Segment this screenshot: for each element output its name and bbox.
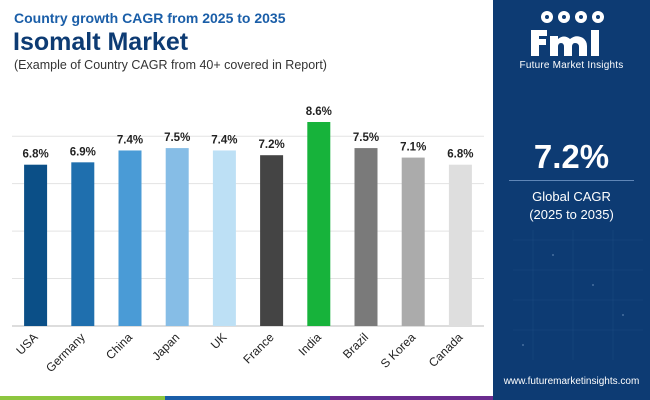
panel-grid-pattern [513, 230, 643, 360]
bar-brazil [354, 148, 378, 326]
bar-china [118, 150, 142, 326]
bar-usa [24, 164, 48, 326]
x-tick-label: Canada [426, 330, 466, 370]
x-tick-label: UK [208, 330, 230, 352]
chart-title: Isomalt Market [13, 28, 189, 56]
data-label: 6.9% [70, 146, 96, 158]
bar-india [307, 122, 331, 326]
strip-segment-3 [330, 396, 493, 400]
bar-s-korea [401, 157, 425, 326]
bar-france [260, 155, 284, 326]
fmi-logo-icon [530, 11, 604, 56]
global-cagr-label: Global CAGR (2025 to 2035) [493, 188, 650, 224]
website-url[interactable]: www.futuremarketinsights.com [503, 376, 640, 387]
x-tick-label: France [240, 330, 277, 367]
data-label: 6.8% [447, 149, 473, 161]
chart-note: (Example of Country CAGR from 40+ covere… [14, 58, 327, 72]
data-label: 7.2% [258, 139, 284, 151]
x-tick-label: USA [13, 330, 40, 357]
bar-canada [448, 164, 472, 326]
fmi-logo: Future Market Insights [493, 8, 650, 71]
global-cagr-label-line1: Global CAGR [532, 189, 611, 204]
strip-segment-2 [165, 396, 330, 400]
bar-chart: 6.8% USA 6.9% Germany 7.4% China 7.5% Japan 7.4%… [12, 106, 484, 375]
x-tick-label: Japan [149, 330, 182, 363]
data-label: 7.5% [353, 132, 379, 144]
global-cagr-label-line2: (2025 to 2035) [529, 207, 614, 222]
strip-segment-4 [493, 396, 650, 400]
data-label: 7.5% [164, 132, 190, 144]
x-tick-label: China [103, 330, 135, 362]
data-label: 7.4% [211, 134, 237, 146]
logo-text: Future Market Insights [519, 60, 624, 71]
global-cagr-value: 7.2% [533, 138, 610, 175]
bar-germany [71, 162, 95, 326]
chart-subtitle: Country growth CAGR from 2025 to 2035 [14, 10, 286, 26]
data-label: 8.6% [306, 106, 332, 118]
x-tick-label: S Korea [378, 330, 419, 371]
x-tick-label: Germany [43, 330, 88, 375]
data-label: 6.8% [22, 149, 48, 161]
bottom-color-strip [0, 396, 650, 400]
x-tick-label: Brazil [340, 330, 371, 361]
bar-uk [212, 150, 236, 326]
bar-japan [165, 148, 189, 326]
side-panel: Future Market Insights 7.2% Global CAGR … [493, 0, 650, 400]
panel-divider [509, 180, 634, 181]
data-label: 7.1% [400, 142, 426, 154]
strip-segment-1 [0, 396, 165, 400]
data-label: 7.4% [117, 134, 143, 146]
x-tick-label: India [296, 330, 325, 359]
